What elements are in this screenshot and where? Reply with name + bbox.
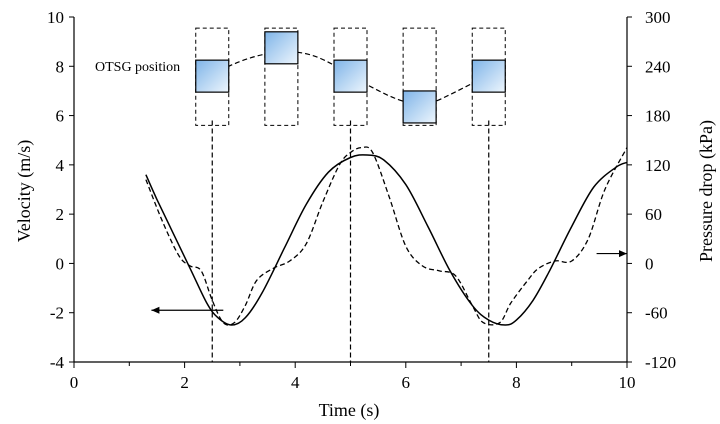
otsg-slot xyxy=(264,27,299,126)
y-tick-label-right: 240 xyxy=(645,57,671,76)
otsg-box xyxy=(471,59,506,93)
x-tick-label: 8 xyxy=(512,373,521,392)
otsg-box xyxy=(195,59,230,93)
y-tick-label-right: -60 xyxy=(645,304,668,323)
x-tick-label: 4 xyxy=(291,373,300,392)
x-tick-label: 6 xyxy=(402,373,411,392)
y-tick-label-left: 8 xyxy=(56,57,65,76)
series-line-1-solid xyxy=(145,154,628,326)
otsg-slot xyxy=(402,27,437,126)
plot-area: 0 2 4 6 8 10 -4 -2 0 2 4 6 8 10 -120 -60 0 60 120 180 240 300 xyxy=(47,8,676,392)
otsg-box xyxy=(402,90,437,124)
y-tick-label-left: -2 xyxy=(50,304,64,323)
series-line-2-dashed xyxy=(145,146,628,326)
right-axis-arrow-head xyxy=(619,250,627,258)
y-tick-label-right: 60 xyxy=(645,205,662,224)
y-tick-label-right: 300 xyxy=(645,8,671,27)
y-axis-title-right: Pressure drop (kPa) xyxy=(696,120,717,262)
y-tick-label-right: -120 xyxy=(645,353,676,372)
y-tick-label-right: 0 xyxy=(645,254,654,273)
left-axis-arrow-head xyxy=(151,306,160,314)
x-tick-label: 0 xyxy=(70,373,79,392)
y-tick-label-left: 6 xyxy=(56,107,65,126)
y-tick-label-left: -4 xyxy=(50,353,65,372)
y-axis-title-left: Velocity (m/s) xyxy=(14,140,35,242)
y-tick-label-left: 4 xyxy=(56,156,65,175)
y-tick-label-left: 0 xyxy=(56,254,65,273)
otsg-box xyxy=(333,59,368,93)
otsg-position-label: OTSG position xyxy=(95,60,180,75)
y-tick-label-left: 10 xyxy=(47,8,64,27)
x-tick-label: 2 xyxy=(180,373,189,392)
y-tick-label-left: 2 xyxy=(56,205,65,224)
y-tick-label-right: 180 xyxy=(645,107,671,126)
x-axis-title: Time (s) xyxy=(319,400,380,421)
y-tick-label-right: 120 xyxy=(645,156,671,175)
otsg-box xyxy=(264,31,299,65)
x-tick-label: 10 xyxy=(619,373,636,392)
